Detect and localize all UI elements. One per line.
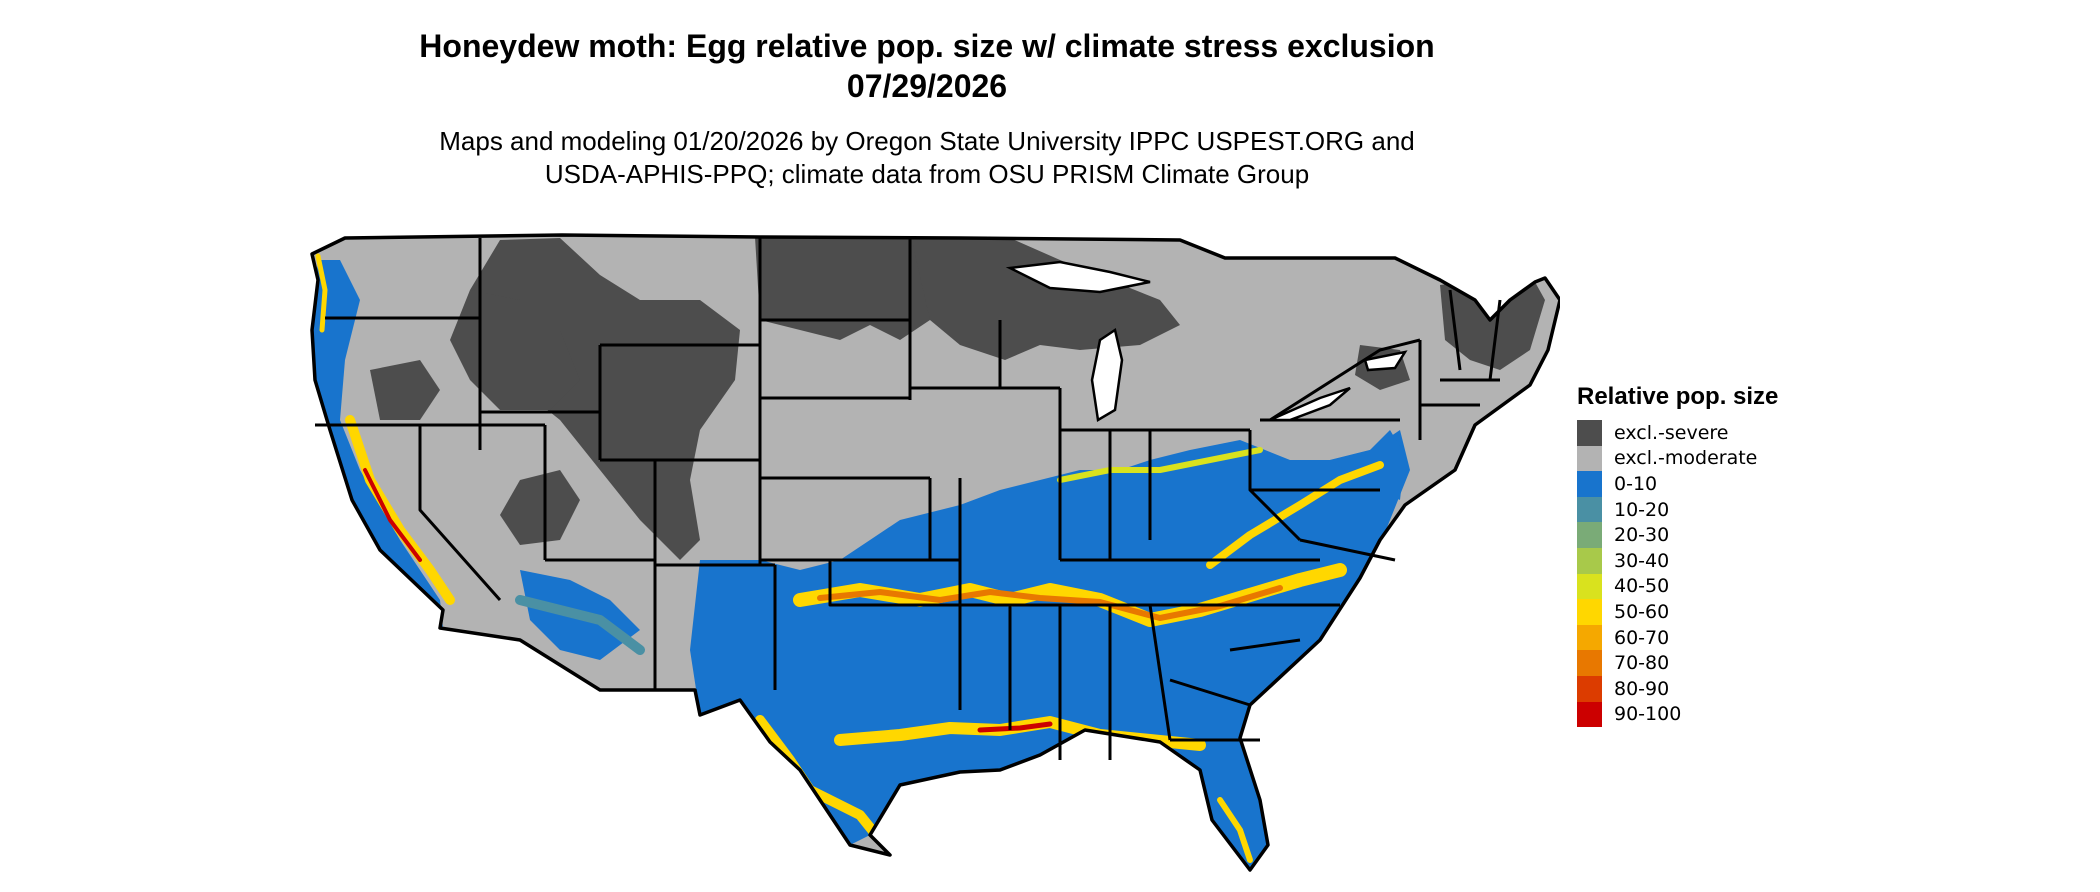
legend-label: 20-30 — [1614, 524, 1670, 547]
lake-michigan — [1090, 327, 1124, 423]
legend-label: 60-70 — [1614, 626, 1670, 649]
legend-label: 70-80 — [1614, 652, 1670, 675]
warm-band-south-2-core — [977, 721, 1053, 733]
map-subtitle-line1: Maps and modeling 01/20/2026 by Oregon S… — [439, 126, 1415, 156]
legend-item: 90-100 — [1577, 701, 1778, 728]
warm-band-california-core — [363, 468, 422, 562]
warm-band-arizona — [515, 595, 645, 655]
map-title: Honeydew moth: Egg relative pop. size w/… — [419, 28, 1435, 64]
legend-swatch — [1577, 675, 1602, 702]
legend-item: excl.-severe — [1577, 420, 1778, 446]
us-outline — [310, 233, 1560, 872]
legend-label: excl.-severe — [1614, 421, 1729, 444]
severe-zone-oregon — [370, 360, 440, 420]
legend-label: 80-90 — [1614, 677, 1670, 700]
great-lakes — [1005, 260, 1408, 423]
legend-item: 30-40 — [1577, 547, 1778, 574]
legend-swatch — [1577, 445, 1602, 472]
legend-label: 0-10 — [1614, 472, 1658, 495]
lake-superior — [1005, 260, 1151, 294]
severe-zone-idaho — [450, 290, 580, 410]
legend-swatch — [1577, 624, 1602, 651]
lake-erie — [1269, 386, 1351, 422]
legend-swatch — [1577, 471, 1602, 497]
legend-swatch — [1577, 701, 1602, 728]
map-subtitle-line2: USDA-APHIS-PPQ; climate data from OSU PR… — [544, 159, 1310, 189]
legend-swatch — [1577, 650, 1602, 676]
legend-label: 90-100 — [1614, 703, 1682, 726]
low-zone-south — [690, 430, 1410, 870]
lake-ontario — [1363, 350, 1408, 372]
severe-zone-newengland — [1440, 280, 1545, 370]
legend-item: 10-20 — [1577, 496, 1778, 523]
warm-band-south-1-core — [817, 585, 1283, 621]
severe-zone-minnesota — [910, 235, 1180, 360]
legend-item: 80-90 — [1577, 675, 1778, 702]
low-zone-west-coast — [312, 260, 443, 628]
legend-title: Relative pop. size — [1577, 383, 1779, 410]
legend-item: 40-50 — [1577, 573, 1778, 600]
legend-item: 60-70 — [1577, 624, 1778, 651]
state-borders — [315, 237, 1502, 760]
legend-item: 70-80 — [1577, 650, 1778, 676]
severe-zone-ut-co — [500, 470, 580, 545]
us-map — [310, 233, 1560, 872]
low-zone-mid-atlantic — [1330, 430, 1405, 500]
map-date: 07/29/2026 — [846, 68, 1008, 104]
warm-band-florida — [1217, 797, 1253, 863]
legend-item: 0-10 — [1577, 471, 1778, 497]
legend-label: 10-20 — [1614, 498, 1670, 521]
warm-band-ohio-valley — [1057, 447, 1263, 483]
legend-item: excl.-moderate — [1577, 445, 1778, 472]
legend-label: 50-60 — [1614, 600, 1670, 623]
legend-swatch — [1577, 496, 1602, 523]
legend-item: 50-60 — [1577, 599, 1778, 625]
legend-swatch — [1577, 522, 1602, 548]
warm-band-appalachian — [1206, 461, 1384, 569]
legend-items: excl.-severe excl.-moderate 0-10 10-20 20-30… — [1577, 420, 1778, 728]
legend-label: excl.-moderate — [1614, 447, 1758, 470]
legend: Relative pop. size excl.-severe excl.-mod… — [1577, 382, 1779, 728]
legend-swatch — [1577, 599, 1602, 625]
legend-swatch — [1577, 547, 1602, 574]
legend-swatch — [1577, 573, 1602, 600]
warm-band-washington — [315, 253, 328, 333]
legend-label: 30-40 — [1614, 549, 1670, 572]
legend-swatch — [1577, 420, 1602, 446]
legend-item: 20-30 — [1577, 522, 1778, 548]
legend-label: 40-50 — [1614, 575, 1670, 598]
